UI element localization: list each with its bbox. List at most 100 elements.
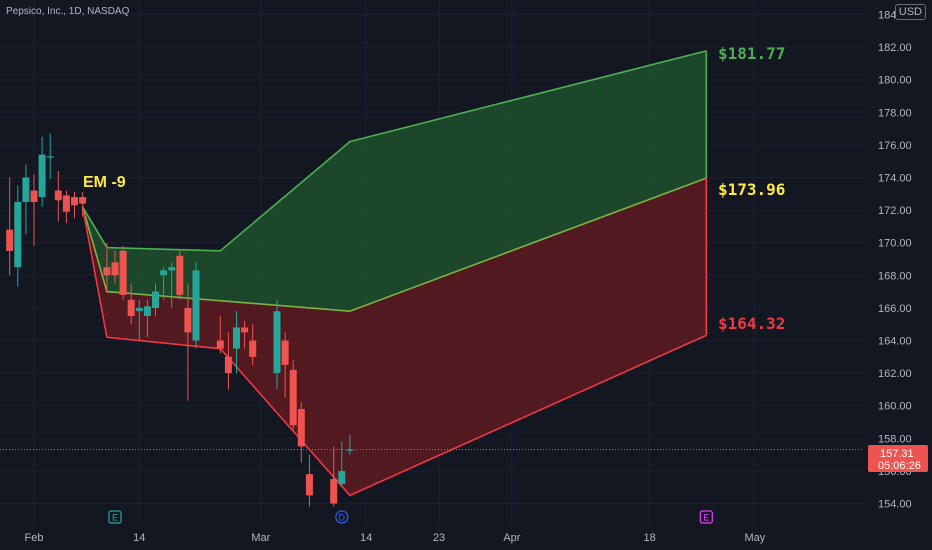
candle-body (233, 327, 240, 349)
time-tick-label: Feb (25, 532, 44, 544)
candle (127, 283, 135, 325)
candle-body (224, 356, 232, 374)
candle (79, 192, 87, 217)
price-tick-label: 176.00 (878, 140, 912, 152)
candle-body (62, 195, 70, 212)
time-tick-label: Apr (503, 532, 520, 544)
candle (54, 170, 62, 222)
candle (176, 250, 184, 300)
event-marker-letter: D (339, 513, 346, 523)
candle (111, 250, 119, 284)
candle-body (143, 306, 151, 317)
price-tag-value: 157.31 (880, 448, 914, 460)
currency-badge[interactable]: USD (894, 4, 926, 20)
mid-bound-label: $173.96 (718, 180, 785, 199)
candle (289, 360, 297, 431)
earnings-marker-icon (108, 510, 122, 524)
candle-body (54, 190, 62, 201)
time-tick-label: 14 (133, 532, 145, 544)
price-tick-label: 182.00 (878, 42, 912, 54)
price-tick-label: 160.00 (878, 401, 912, 413)
candle (103, 242, 111, 292)
candle-body (119, 250, 127, 295)
lower-zone-fill (82, 178, 707, 496)
time-tick-label: Mar (251, 532, 270, 544)
candle (38, 136, 46, 207)
candle (233, 311, 240, 374)
price-tick-label: 154.00 (878, 499, 912, 511)
candle (192, 262, 200, 349)
expected-move-lines (81, 50, 708, 497)
candle-body (338, 470, 346, 484)
lower-bound-label: $164.32 (718, 314, 785, 333)
candle (30, 174, 38, 246)
price-tick-label: 168.00 (878, 270, 912, 282)
candle-body (168, 267, 176, 271)
candle (184, 283, 192, 401)
candle-body (103, 267, 111, 276)
candle-body (216, 340, 224, 349)
candle-body (176, 255, 184, 295)
candle-body (289, 369, 297, 426)
candle-body (14, 201, 22, 268)
candle (216, 316, 224, 354)
candle (71, 192, 78, 219)
event-marker-letter: E (112, 513, 118, 523)
expected-move-fills (82, 50, 707, 496)
candle (338, 441, 346, 488)
price-tag-background (868, 445, 928, 472)
candle-body (160, 270, 168, 276)
price-tick-label: 166.00 (878, 303, 912, 315)
candle-body (111, 262, 119, 276)
time-tick-label: 14 (360, 532, 372, 544)
candle (249, 324, 257, 365)
earnings-marker-icon (699, 510, 713, 524)
candle (14, 185, 22, 287)
candle-body (184, 307, 192, 333)
candle (224, 332, 232, 390)
candle (62, 190, 70, 224)
candle-body (38, 154, 46, 198)
current-price-tag: 157.31 05:06:26 (868, 445, 928, 472)
candle (281, 332, 289, 398)
candle (330, 446, 338, 507)
price-tick-label: 170.00 (878, 238, 912, 250)
time-tick-label: May (745, 532, 766, 544)
upper-zone-fill (82, 50, 707, 312)
candle (305, 454, 313, 507)
candle-body (241, 327, 249, 333)
candle-body (30, 190, 38, 202)
time-tick-label: 23 (433, 532, 445, 544)
price-tick-label: 180.00 (878, 75, 912, 87)
mid-bound-line (81, 177, 707, 312)
candle-body (297, 408, 305, 447)
price-axis[interactable]: 154.00156.00158.00160.00162.00164.00166.… (864, 0, 932, 520)
candle-body (71, 197, 78, 206)
candle-body (135, 307, 143, 312)
candle-body (46, 156, 54, 158)
price-tick-label: 158.00 (878, 433, 912, 445)
price-tick-label: 162.00 (878, 368, 912, 380)
em-label: EM -9 (83, 174, 126, 191)
candle (135, 299, 143, 341)
price-tick-label: 172.00 (878, 205, 912, 217)
candle (346, 435, 354, 455)
dividend-marker-icon (335, 510, 349, 524)
candle-body (249, 340, 257, 357)
candle (241, 320, 249, 349)
price-tag-countdown: 05:06:26 (878, 460, 921, 472)
candle (46, 133, 54, 180)
time-axis-background (0, 525, 932, 550)
expected-move-labels: EM -9 $181.77 $173.96 $164.32 (83, 44, 785, 333)
candle (119, 245, 127, 300)
time-axis[interactable]: Feb 14 Mar 14 23 Apr 18 May (0, 525, 932, 550)
candle-body (346, 449, 354, 451)
price-tick-label: 178.00 (878, 107, 912, 119)
candle-body (79, 197, 87, 204)
price-tick-label: 174.00 (878, 173, 912, 185)
event-marker-letter: E (703, 513, 709, 523)
price-axis-background (864, 0, 932, 520)
candle (143, 299, 151, 338)
candle-body (330, 479, 338, 504)
